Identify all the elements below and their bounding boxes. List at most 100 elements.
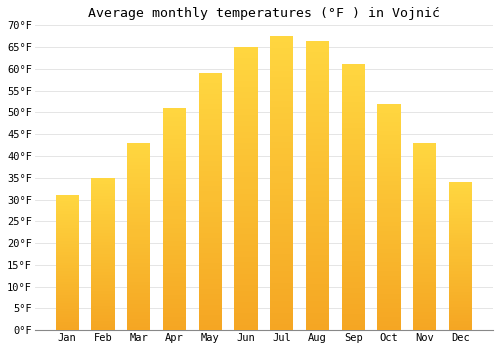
Bar bbox=[270, 307, 293, 313]
Bar bbox=[92, 233, 114, 236]
Bar bbox=[163, 308, 186, 313]
Bar bbox=[56, 284, 79, 287]
Bar bbox=[127, 188, 150, 192]
Bar bbox=[163, 179, 186, 184]
Bar bbox=[198, 325, 222, 330]
Bar bbox=[342, 176, 365, 181]
Bar bbox=[198, 253, 222, 258]
Bar bbox=[163, 170, 186, 175]
Bar bbox=[56, 255, 79, 257]
Bar bbox=[270, 283, 293, 289]
Bar bbox=[270, 89, 293, 95]
Bar bbox=[234, 223, 258, 228]
Bar bbox=[413, 206, 436, 210]
Bar bbox=[163, 161, 186, 166]
Bar bbox=[56, 274, 79, 276]
Bar bbox=[163, 232, 186, 237]
Bar bbox=[413, 274, 436, 278]
Bar bbox=[198, 207, 222, 212]
Bar bbox=[306, 180, 329, 186]
Bar bbox=[306, 46, 329, 52]
Bar bbox=[270, 65, 293, 71]
Bar bbox=[306, 58, 329, 64]
Bar bbox=[92, 193, 114, 196]
Bar bbox=[234, 234, 258, 240]
Bar bbox=[342, 112, 365, 118]
Bar bbox=[163, 193, 186, 197]
Bar bbox=[449, 197, 472, 200]
Bar bbox=[378, 249, 400, 253]
Bar bbox=[413, 315, 436, 319]
Bar bbox=[342, 139, 365, 144]
Bar bbox=[270, 113, 293, 119]
Bar bbox=[306, 267, 329, 272]
Bar bbox=[413, 252, 436, 255]
Bar bbox=[127, 323, 150, 327]
Bar bbox=[270, 207, 293, 213]
Bar bbox=[342, 187, 365, 192]
Bar bbox=[413, 199, 436, 203]
Bar bbox=[449, 298, 472, 301]
Bar bbox=[270, 213, 293, 218]
Bar bbox=[378, 294, 400, 299]
Bar bbox=[127, 195, 150, 199]
Bar bbox=[270, 277, 293, 283]
Bar bbox=[56, 206, 79, 209]
Bar bbox=[198, 197, 222, 202]
Bar bbox=[270, 107, 293, 113]
Bar bbox=[342, 75, 365, 80]
Bar bbox=[163, 135, 186, 139]
Bar bbox=[342, 214, 365, 219]
Bar bbox=[127, 169, 150, 173]
Bar bbox=[127, 319, 150, 323]
Bar bbox=[163, 184, 186, 188]
Bar bbox=[378, 226, 400, 231]
Bar bbox=[127, 214, 150, 218]
Bar bbox=[92, 260, 114, 263]
Bar bbox=[342, 282, 365, 288]
Bar bbox=[234, 290, 258, 296]
Bar bbox=[342, 80, 365, 86]
Bar bbox=[198, 279, 222, 284]
Bar bbox=[234, 274, 258, 279]
Bar bbox=[92, 181, 114, 184]
Bar bbox=[198, 268, 222, 274]
Bar bbox=[378, 194, 400, 199]
Bar bbox=[56, 217, 79, 219]
Bar bbox=[342, 123, 365, 128]
Bar bbox=[198, 161, 222, 166]
Bar bbox=[413, 289, 436, 293]
Bar bbox=[413, 158, 436, 162]
Bar bbox=[449, 236, 472, 238]
Bar bbox=[56, 260, 79, 263]
Bar bbox=[413, 180, 436, 184]
Bar bbox=[163, 117, 186, 121]
Bar bbox=[378, 303, 400, 308]
Bar bbox=[342, 299, 365, 304]
Bar bbox=[378, 181, 400, 185]
Bar bbox=[56, 290, 79, 293]
Bar bbox=[198, 176, 222, 181]
Bar bbox=[56, 233, 79, 236]
Bar bbox=[413, 259, 436, 263]
Bar bbox=[378, 108, 400, 113]
Bar bbox=[342, 171, 365, 176]
Bar bbox=[413, 166, 436, 169]
Bar bbox=[449, 315, 472, 318]
Bar bbox=[342, 320, 365, 325]
Bar bbox=[306, 104, 329, 110]
Bar bbox=[306, 295, 329, 301]
Bar bbox=[198, 264, 222, 268]
Bar bbox=[92, 275, 114, 279]
Bar bbox=[56, 309, 79, 312]
Bar bbox=[198, 155, 222, 161]
Bar bbox=[306, 41, 329, 46]
Bar bbox=[449, 295, 472, 298]
Bar bbox=[413, 304, 436, 308]
Bar bbox=[413, 285, 436, 289]
Bar bbox=[234, 75, 258, 81]
Bar bbox=[449, 230, 472, 232]
Bar bbox=[270, 313, 293, 318]
Bar bbox=[56, 287, 79, 290]
Bar bbox=[413, 169, 436, 173]
